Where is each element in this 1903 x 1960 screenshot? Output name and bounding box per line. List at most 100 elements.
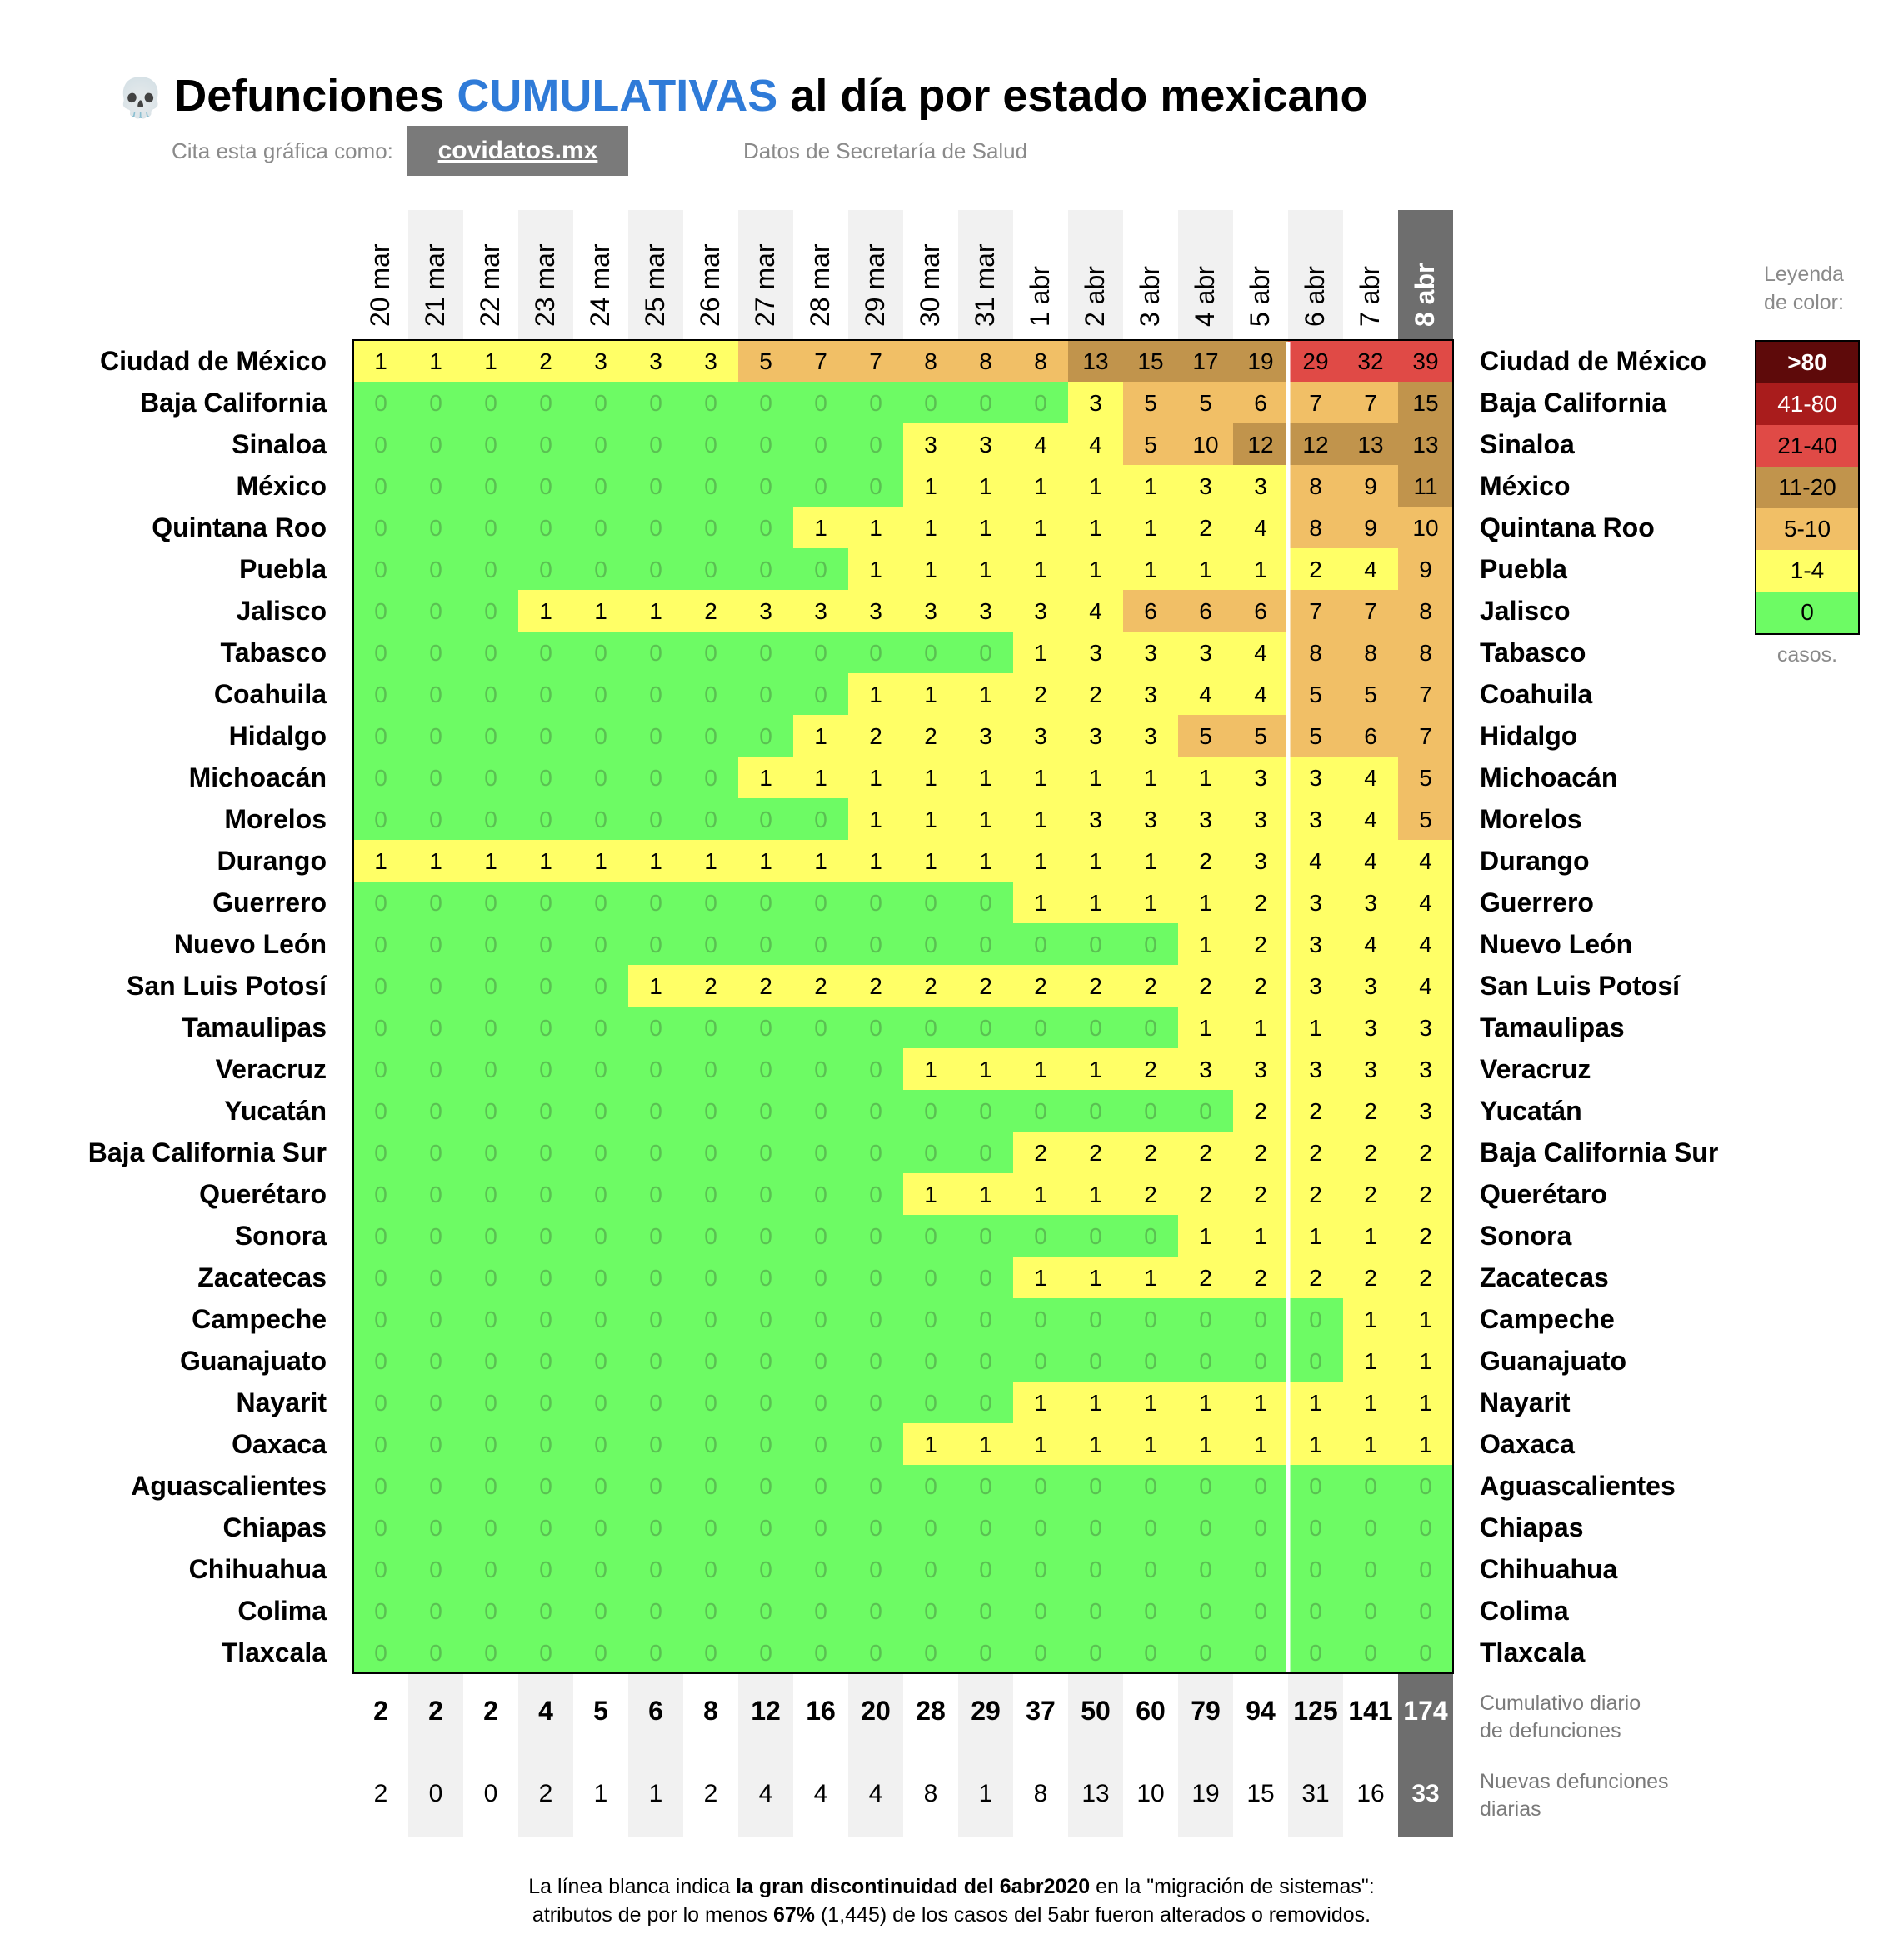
heat-cell	[463, 1173, 519, 1216]
heat-cell	[1288, 1090, 1344, 1132]
heat-cell	[518, 507, 574, 549]
cell-value: 0	[649, 1098, 662, 1124]
cell-value: 5	[1364, 682, 1377, 708]
heat-cell	[958, 1257, 1014, 1299]
state-label-right: Hidalgo	[1480, 721, 1577, 751]
heat-cell	[628, 465, 684, 508]
heat-cell	[793, 1548, 849, 1591]
cell-value: 0	[979, 1390, 992, 1416]
state-label-left: Baja California	[140, 388, 327, 418]
heat-cell	[1233, 1340, 1289, 1382]
cell-value: 0	[759, 1140, 772, 1166]
cell-value: 0	[594, 640, 607, 666]
cell-value: 0	[429, 640, 442, 666]
heat-cell	[683, 1132, 739, 1174]
heat-cell	[1233, 923, 1289, 966]
daily-new-value: 16	[1356, 1780, 1384, 1808]
heat-cell	[408, 1340, 464, 1382]
cell-value: 8	[1364, 640, 1377, 666]
heat-cell	[848, 840, 904, 882]
heat-cell	[1068, 423, 1124, 466]
cell-value: 0	[484, 1598, 497, 1624]
cell-value: 3	[1419, 1098, 1432, 1124]
heat-cell	[1068, 1215, 1124, 1258]
heat-cell	[408, 1215, 464, 1258]
cell-value: 0	[484, 723, 497, 749]
column-band-header	[1068, 210, 1123, 340]
heat-cell	[1343, 423, 1399, 466]
cell-value: 1	[484, 348, 497, 374]
heat-cell	[1178, 1632, 1234, 1674]
cell-value: 2	[869, 723, 882, 749]
cell-value: 1	[924, 557, 937, 582]
cell-value: 1	[1089, 1432, 1102, 1458]
legend-item: 21-40	[1756, 425, 1858, 467]
cell-value: 2	[1089, 973, 1102, 999]
cell-value: 0	[484, 1515, 497, 1541]
heat-cell	[1343, 1132, 1399, 1174]
heat-cell	[463, 1007, 519, 1049]
cell-value: 0	[869, 640, 882, 666]
heat-cell	[1013, 1590, 1069, 1632]
heat-cell	[573, 923, 629, 966]
heat-cell	[1233, 1465, 1289, 1508]
daily-new-value: 10	[1136, 1780, 1164, 1808]
cell-value: 3	[1089, 723, 1102, 749]
heat-cell	[1013, 1340, 1069, 1382]
cell-value: 12	[1302, 432, 1328, 458]
cell-value: 1	[979, 807, 992, 832]
cell-value: 1	[979, 1057, 992, 1082]
heat-cell	[518, 1048, 574, 1091]
cell-value: 0	[814, 1515, 827, 1541]
heat-cell	[353, 590, 409, 632]
cell-value: 1	[1089, 848, 1102, 874]
heat-cell	[903, 340, 959, 382]
heat-cell	[353, 673, 409, 716]
cell-value: 2	[1254, 973, 1267, 999]
heat-cell	[903, 1048, 959, 1091]
cell-value: 0	[979, 1307, 992, 1332]
cell-value: 0	[649, 682, 662, 708]
cell-value: 1	[1089, 557, 1102, 582]
cell-value: 1	[374, 848, 387, 874]
heat-cell	[518, 840, 574, 882]
cell-value: 0	[814, 1182, 827, 1208]
cell-value: 0	[484, 473, 497, 499]
heat-cell	[903, 507, 959, 549]
daily-new-value: 1	[594, 1780, 608, 1808]
cell-value: 0	[649, 1598, 662, 1624]
heat-cell	[903, 882, 959, 924]
cell-value: 0	[374, 890, 387, 916]
cell-value: 3	[1034, 598, 1047, 624]
cell-value: 0	[484, 973, 497, 999]
heat-cell	[1398, 1548, 1454, 1591]
cell-value: 0	[374, 1140, 387, 1166]
cell-value: 1	[1034, 515, 1047, 541]
daily-new-value: 1	[649, 1780, 663, 1808]
cell-value: 0	[539, 973, 552, 999]
heat-cell	[1233, 1048, 1289, 1091]
cell-value: 1	[1034, 1057, 1047, 1082]
heat-cell	[628, 632, 684, 674]
heat-cell	[738, 1132, 794, 1174]
cell-value: 1	[1034, 848, 1047, 874]
cell-value: 1	[1419, 1390, 1432, 1416]
heat-cell	[463, 382, 519, 424]
cell-value: 4	[1364, 932, 1377, 958]
cell-value: 1	[814, 723, 827, 749]
state-label-right: Chihuahua	[1480, 1554, 1618, 1584]
heat-cell	[848, 1215, 904, 1258]
heat-cell	[1398, 1340, 1454, 1382]
daily-new-value: 4	[814, 1780, 828, 1808]
cite-link-button[interactable]: covidatos.mx	[407, 126, 628, 176]
heat-cell	[1398, 923, 1454, 966]
heat-cell	[1288, 1507, 1344, 1549]
cell-value: 1	[1089, 1057, 1102, 1082]
heat-cell	[463, 1048, 519, 1091]
cell-value: 0	[539, 1015, 552, 1041]
state-label-right: Baja California Sur	[1480, 1138, 1718, 1168]
cell-value: 1	[1254, 1432, 1267, 1458]
heat-cell	[1398, 1507, 1454, 1549]
heat-cell	[1233, 1507, 1289, 1549]
column-band-footer	[1178, 1673, 1233, 1837]
